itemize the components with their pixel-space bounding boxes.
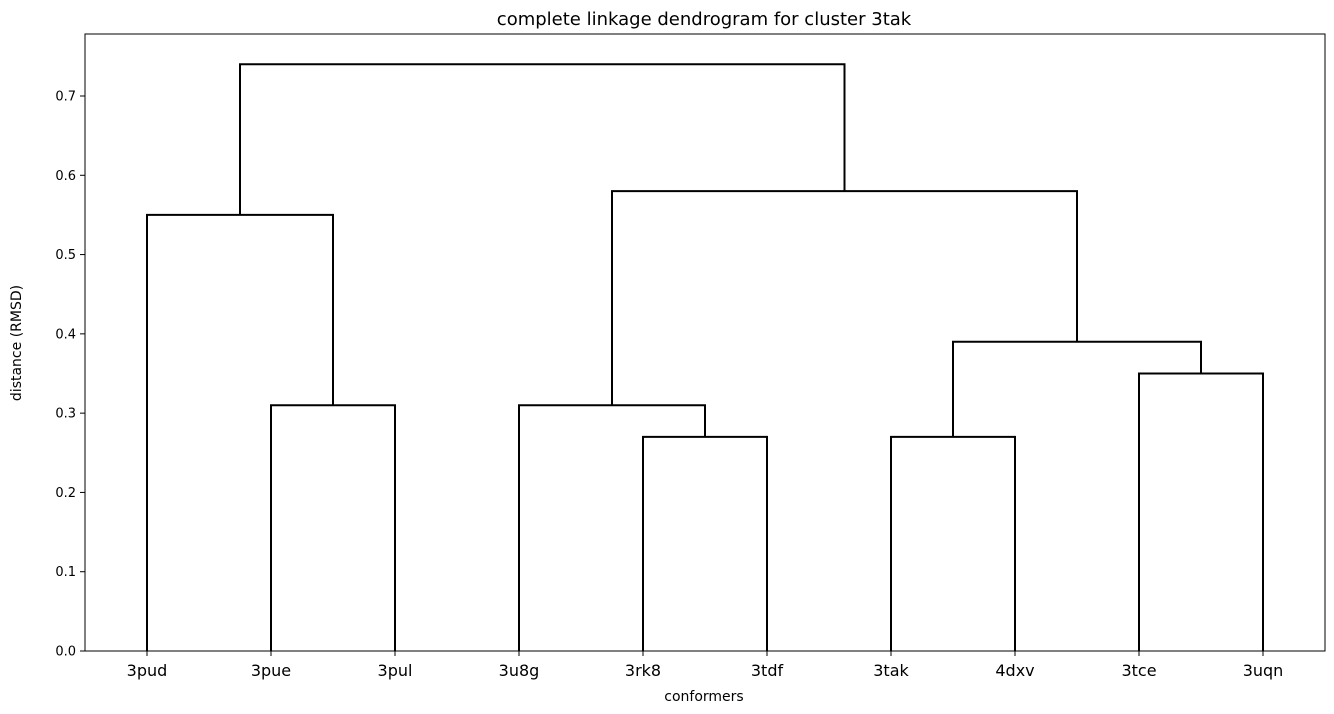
leaf-label: 3tdf (751, 661, 784, 680)
leaf-label: 3tak (873, 661, 909, 680)
dendrogram-link (146, 213, 334, 651)
y-axis-label: distance (RMSD) (9, 285, 25, 401)
dendrogram-link (642, 435, 768, 651)
dendrogram-links (146, 63, 1264, 651)
leaf-label: 3pud (127, 661, 168, 680)
dendrogram-link (611, 190, 1078, 406)
y-tick-label: 0.1 (55, 565, 76, 580)
y-tick-label: 0.7 (55, 90, 76, 105)
leaf-label: 3uqn (1243, 661, 1284, 680)
y-tick-label: 0.2 (55, 486, 76, 501)
leaf-label: 3pul (378, 661, 413, 680)
leaf-label: 3pue (251, 661, 291, 680)
dendrogram-link (890, 435, 1016, 651)
y-tick-label: 0.6 (55, 169, 76, 184)
plot-frame (84, 33, 1326, 652)
dendrogram-link (239, 63, 846, 215)
x-axis-label: conformers (664, 689, 743, 705)
leaf-label: 3tce (1121, 661, 1156, 680)
leaf-label: 4dxv (995, 661, 1034, 680)
dendrogram-link (952, 340, 1202, 437)
dendrogram-link (270, 404, 396, 651)
y-tick-label: 0.5 (55, 248, 76, 263)
dendrogram-link (518, 404, 706, 651)
y-tick-label: 0.0 (55, 645, 76, 660)
x-axis: 3pud 3pue 3pul 3u8g 3rk8 3tdf 3tak 4dxv 3tce 3uqn (127, 651, 1284, 680)
chart-title: complete linkage dendrogram for cluster … (497, 9, 912, 30)
y-tick-label: 0.3 (55, 407, 76, 422)
leaf-label: 3rk8 (625, 661, 661, 680)
dendrogram-link (1138, 372, 1264, 651)
y-axis: 0.0 0.1 0.2 0.3 0.4 0.5 0.6 0.7 (55, 90, 85, 660)
leaf-label: 3u8g (499, 661, 540, 680)
y-tick-label: 0.4 (55, 327, 76, 342)
